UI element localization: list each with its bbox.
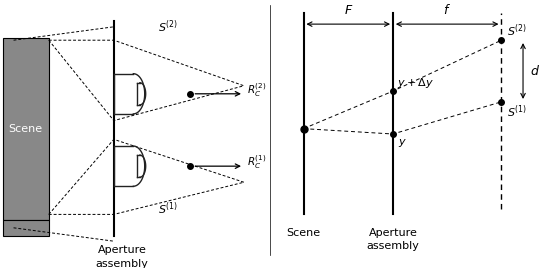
Text: $F$: $F$ xyxy=(344,4,353,17)
Text: $f$: $f$ xyxy=(443,3,451,17)
Text: $S^{(1)}$: $S^{(1)}$ xyxy=(507,103,527,120)
Text: assembly: assembly xyxy=(366,241,420,251)
Text: $R_C^{(1)}$: $R_C^{(1)}$ xyxy=(247,153,266,171)
Text: Aperture: Aperture xyxy=(98,245,146,255)
Text: $R_C^{(2)}$: $R_C^{(2)}$ xyxy=(247,81,266,99)
Bar xyxy=(3,38,49,220)
Text: $S^{(2)}$: $S^{(2)}$ xyxy=(507,22,527,39)
Text: $y$: $y$ xyxy=(398,137,408,149)
Text: $d$: $d$ xyxy=(530,64,540,78)
Text: $S^{(1)}$: $S^{(1)}$ xyxy=(158,201,178,217)
Text: assembly: assembly xyxy=(95,259,149,268)
Bar xyxy=(3,220,49,236)
Text: Scene: Scene xyxy=(9,124,43,134)
Text: Scene: Scene xyxy=(287,228,320,238)
Text: $S^{(2)}$: $S^{(2)}$ xyxy=(158,18,178,35)
Text: Aperture: Aperture xyxy=(369,228,417,238)
Text: $y+\Delta y$: $y+\Delta y$ xyxy=(397,76,434,90)
